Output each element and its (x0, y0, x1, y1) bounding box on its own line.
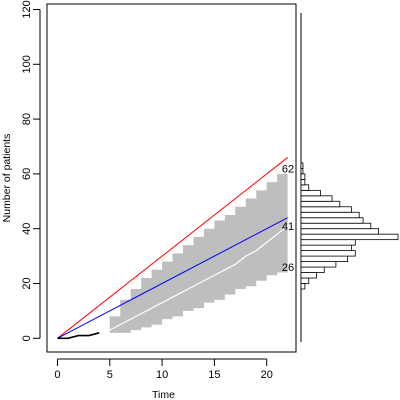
histogram-bar (300, 255, 348, 262)
end-label: 26 (282, 262, 294, 274)
histogram-bar (300, 239, 356, 246)
histogram-bar (300, 277, 310, 284)
histogram-bar (300, 222, 372, 230)
x-tick-label: 15 (208, 369, 220, 381)
mid-line-line (57, 217, 288, 339)
y-tick-label: 60 (21, 168, 33, 180)
upper-line-line (57, 157, 288, 339)
histogram-bar (300, 173, 306, 180)
y-axis: 0 20 40 60 80 100 120 (21, 0, 41, 341)
accrual-lines (57, 157, 289, 340)
histogram-bar (300, 250, 356, 257)
x-tick-label: 0 (54, 369, 60, 381)
histogram-bar (300, 211, 360, 219)
y-tick-label: 20 (21, 277, 33, 289)
end-label: 62 (282, 163, 294, 175)
histogram (300, 13, 399, 342)
prediction-band-area (99, 168, 288, 333)
observed-line (57, 332, 100, 340)
prediction-band (99, 168, 288, 333)
end-label: 41 (282, 221, 294, 233)
histogram-bar (300, 244, 352, 252)
end-labels: 62 41 26 (282, 163, 294, 274)
histogram-bar (300, 200, 341, 208)
histogram-bar (300, 189, 321, 197)
histogram-bar (300, 184, 310, 191)
y-tick-label: 80 (21, 113, 33, 125)
histogram-bar (300, 272, 317, 279)
histogram-bar (300, 217, 364, 224)
y-tick-label: 40 (21, 223, 33, 235)
x-tick-label: 5 (107, 369, 113, 381)
y-axis-title: Number of patients (1, 134, 13, 223)
histogram-bar (300, 195, 333, 202)
histogram-bar (300, 228, 379, 235)
histogram-bar (300, 206, 352, 213)
y-tick-label: 120 (21, 0, 33, 18)
histogram-bar (300, 233, 399, 241)
plot-frame (46, 3, 297, 353)
histogram-bar (300, 162, 304, 169)
histogram-bar (300, 266, 325, 273)
y-tick-label: 0 (21, 335, 33, 341)
histogram-bar (300, 168, 304, 175)
histogram-bar (300, 178, 306, 186)
y-tick-label: 100 (21, 55, 33, 73)
x-axis-title: Time (152, 389, 175, 400)
x-axis: 0 5 10 15 20 (54, 358, 273, 381)
x-tick-label: 20 (261, 369, 273, 381)
x-tick-label: 10 (156, 369, 168, 381)
histogram-bar (300, 283, 306, 290)
median-line (99, 225, 289, 334)
histogram-bar (300, 261, 337, 268)
